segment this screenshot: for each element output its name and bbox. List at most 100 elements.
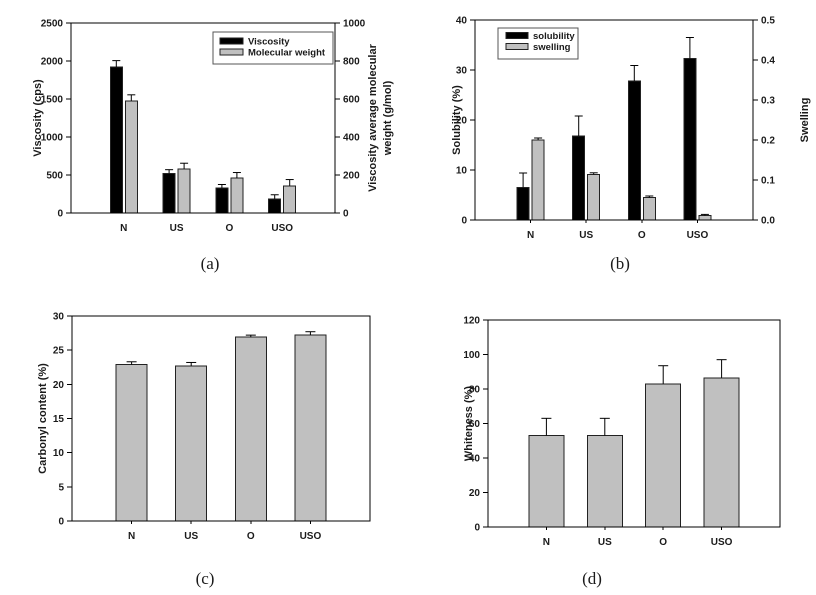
bar-swelling-O [642,197,656,221]
legend-label-solubility: solubility [533,31,575,42]
legend-swatch-viscosity [219,37,244,45]
right-axis-title-a-line2: weight (g/mol) [382,80,394,156]
right-tick-label: 0.1 [761,176,775,187]
left-tick-label: 2000 [41,57,64,68]
left-tick-label: 0 [474,523,480,534]
bar-swelling-N [531,139,545,221]
x-category-label-US: US [598,537,612,548]
bar-viscosity-US [162,172,176,214]
x-category-label-O: O [247,531,255,542]
legend-swatch-molecular-weight [219,48,244,56]
left-tick-label: 1500 [41,95,64,106]
bar-viscosity-O [215,187,229,214]
left-tick-label: 5 [58,482,64,493]
left-tick-label: 1000 [41,133,64,144]
left-tick-label: 0 [57,209,63,220]
bar-swelling-USO [698,215,712,221]
left-axis-title-a: Viscosity (cps) [32,79,44,157]
bar-molecular-weight-US [177,168,191,214]
left-tick-label: 20 [456,116,468,127]
bar-swelling-US [587,173,601,221]
bar-solubility-US [572,135,586,221]
left-tick-label: 100 [463,350,480,361]
bar-molecular-weight-N [124,100,138,214]
bar-viscosity-USO [268,198,282,214]
left-axis-title-d: Whiteness (%) [463,386,475,462]
left-axis-title-c: Carbonyl content (%) [37,363,49,474]
x-category-label-USO: USO [687,230,709,241]
right-tick-label: 0.5 [761,16,775,27]
panel-c-caption: (c) [195,569,215,588]
bar-viscosity-N [109,66,123,214]
left-tick-label: 30 [456,66,468,77]
x-category-label-USO: USO [711,537,733,548]
left-tick-label: 40 [456,16,468,27]
legend-swatch-solubility [505,32,529,39]
x-category-label-O: O [638,230,646,241]
bar-molecular-weight-O [230,177,244,214]
panel-a-caption: (a) [200,254,220,273]
bar-solubility-O [627,80,641,221]
panel-a: 0 500 1000 1500 2000 2500 0 200 400 600 800 1000 N US… [32,19,394,235]
bar-solubility-N [516,187,530,221]
x-category-label-US: US [170,223,184,234]
bar-whiteness-N [528,435,565,528]
left-tick-label: 80 [469,385,481,396]
left-tick-label: 30 [53,312,65,323]
bar-carbonyl-content-O [234,336,267,522]
bar-whiteness-USO [703,377,740,528]
x-category-label-N: N [120,223,127,234]
legend-label-swelling: swelling [533,42,571,53]
bar-carbonyl-content-USO [294,334,327,522]
left-tick-label: 20 [469,488,481,499]
right-tick-label: 0.3 [761,96,775,107]
bar-carbonyl-content-N [115,364,148,522]
x-category-label-N: N [543,537,550,548]
left-tick-label: 10 [456,166,468,177]
bar-whiteness-US [586,435,623,528]
right-axis-title-a-line1: Viscosity average molecular [367,43,379,191]
right-tick-label: 200 [343,171,360,182]
bar-molecular-weight-USO [283,185,297,214]
left-tick-label: 20 [53,380,65,391]
x-category-label-N: N [128,531,135,542]
right-tick-label: 1000 [343,19,366,30]
x-category-label-US: US [184,531,198,542]
left-tick-label: 25 [53,346,65,357]
right-tick-label: 400 [343,133,360,144]
x-category-label-O: O [659,537,667,548]
legend-label-molecular-weight: Molecular weight [248,48,326,59]
left-tick-label: 0 [461,216,467,227]
left-tick-label: 10 [53,448,65,459]
x-category-label-N: N [527,230,534,241]
bar-carbonyl-content-US [175,365,208,522]
right-tick-label: 0.0 [761,216,775,227]
left-axis-title-b: Solubility (%) [451,85,463,155]
right-tick-label: 0 [343,209,349,220]
right-tick-label: 800 [343,57,360,68]
left-tick-label: 500 [46,171,63,182]
x-category-label-O: O [226,223,234,234]
right-tick-label: 0.2 [761,136,775,147]
x-category-label-USO: USO [271,223,293,234]
right-axis-title-b-line1: Swelling [799,98,811,143]
plot-box-a [70,22,336,214]
left-tick-label: 120 [463,316,480,327]
left-tick-label: 60 [469,419,481,430]
legend-box-a [212,31,334,65]
left-tick-label: 15 [53,414,65,425]
x-category-label-US: US [579,230,593,241]
right-tick-label: 600 [343,95,360,106]
legend-swatch-swelling [505,43,529,50]
left-tick-label: 40 [469,454,481,465]
legend-label-viscosity: Viscosity [248,37,290,48]
left-tick-label: 0 [58,517,64,528]
panel-b-caption: (b) [610,254,630,273]
left-tick-label: 2500 [41,19,64,30]
panel-d-caption: (d) [582,569,602,588]
